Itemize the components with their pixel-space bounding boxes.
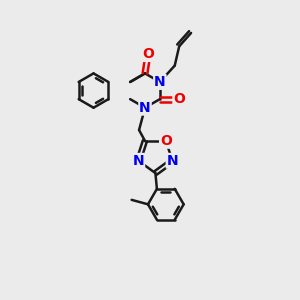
Text: N: N xyxy=(133,154,144,168)
Text: N: N xyxy=(139,101,151,115)
Text: O: O xyxy=(142,47,154,61)
Text: O: O xyxy=(160,134,172,148)
Text: O: O xyxy=(173,92,185,106)
Text: N: N xyxy=(154,75,166,89)
Text: N: N xyxy=(167,154,178,168)
